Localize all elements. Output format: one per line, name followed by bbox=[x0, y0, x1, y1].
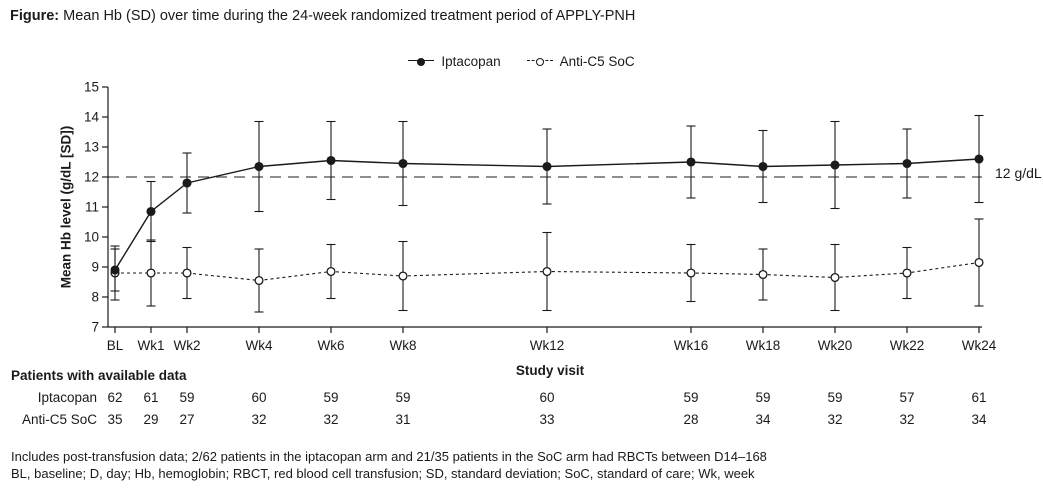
patients-count: 34 bbox=[971, 412, 987, 427]
y-tick-label: 7 bbox=[91, 320, 99, 335]
y-tick-label: 10 bbox=[84, 230, 99, 245]
figure-title-text: Mean Hb (SD) over time during the 24-wee… bbox=[63, 8, 636, 24]
series-line bbox=[115, 261, 980, 282]
filled-circle-data-point bbox=[902, 158, 912, 169]
patients-count: 61 bbox=[971, 390, 987, 405]
filled-circle-data-point bbox=[326, 155, 336, 166]
x-tick-label: Wk8 bbox=[390, 338, 417, 353]
patients-count: 59 bbox=[179, 390, 195, 405]
x-tick-label: Wk6 bbox=[318, 338, 345, 353]
plot-area: 7 8 9 10 11 12 13 14 15 BL Wk1 Wk2 Wk4 Wk6 Wk8 Wk12 Wk16… bbox=[84, 80, 997, 354]
y-tick-label: 15 bbox=[84, 80, 99, 95]
chart-legend: Iptacopan Anti-C5 SoC bbox=[0, 54, 1043, 69]
y-tick-label: 12 bbox=[84, 170, 99, 185]
series-iptacopan bbox=[110, 114, 984, 292]
x-tick-label: Wk12 bbox=[530, 338, 565, 353]
filled-circle-data-point bbox=[254, 161, 264, 172]
patients-table-title: Patients with available data bbox=[11, 368, 187, 383]
patients-count: 35 bbox=[107, 412, 123, 427]
patients-count: 60 bbox=[539, 390, 555, 405]
y-tick-label: 14 bbox=[84, 110, 100, 125]
open-circle-data-point bbox=[254, 275, 264, 286]
filled-circle-data-point bbox=[974, 154, 984, 164]
x-axis-title: Study visit bbox=[515, 363, 585, 378]
open-circle-data-point bbox=[542, 266, 552, 277]
patients-count: 59 bbox=[395, 390, 411, 405]
filled-circle-data-point bbox=[686, 157, 696, 167]
filled-circle-data-point bbox=[146, 206, 156, 217]
y-tick-label: 11 bbox=[85, 200, 99, 215]
y-tick-label: 9 bbox=[91, 260, 99, 275]
legend-item-iptacopan: Iptacopan bbox=[408, 54, 501, 69]
x-tick-label: Wk2 bbox=[174, 338, 201, 353]
y-tick-label: 8 bbox=[91, 290, 99, 305]
series-anti-c5-soc bbox=[110, 218, 984, 313]
open-circle-data-point bbox=[686, 268, 696, 278]
filled-circle-data-point bbox=[830, 160, 840, 170]
patients-count: 57 bbox=[899, 390, 915, 405]
figure-title: Figure: Mean Hb (SD) over time during the… bbox=[10, 8, 635, 24]
x-tick-label: Wk22 bbox=[890, 338, 925, 353]
patients-count: 32 bbox=[899, 412, 915, 427]
x-tick-label: Wk24 bbox=[962, 338, 997, 353]
patients-count: 59 bbox=[827, 390, 843, 405]
patients-count: 27 bbox=[179, 412, 195, 427]
open-circle-data-point bbox=[974, 257, 984, 268]
open-circle-data-point bbox=[182, 268, 192, 278]
filled-circle-data-point bbox=[110, 265, 120, 275]
x-tick-label: Wk18 bbox=[746, 338, 781, 353]
filled-circle-marker-icon bbox=[408, 55, 435, 68]
patients-count: 60 bbox=[251, 390, 267, 405]
open-circle-data-point bbox=[830, 272, 840, 283]
open-circle-data-point bbox=[902, 268, 912, 278]
legend-label-iptacopan: Iptacopan bbox=[441, 54, 501, 69]
open-dot-icon bbox=[535, 57, 544, 66]
patients-row-label-iptacopan: Iptacopan bbox=[37, 390, 97, 405]
filled-circle-data-point bbox=[542, 161, 552, 172]
patients-count: 62 bbox=[107, 390, 123, 405]
patients-count: 34 bbox=[755, 412, 771, 427]
patients-count: 59 bbox=[323, 390, 339, 405]
open-circle-data-point bbox=[326, 266, 336, 277]
open-circle-data-point bbox=[398, 271, 408, 281]
x-tick-label: Wk16 bbox=[674, 338, 709, 353]
patients-count: 28 bbox=[683, 412, 699, 427]
filled-circle-data-point bbox=[758, 161, 768, 172]
open-circle-data-point bbox=[146, 268, 156, 278]
patients-count: 32 bbox=[323, 412, 339, 427]
patients-count: 32 bbox=[827, 412, 843, 427]
filled-dot-icon bbox=[417, 57, 426, 66]
series-line bbox=[114, 158, 980, 271]
patients-count: 32 bbox=[251, 412, 267, 427]
threshold-label: 12 g/dL bbox=[995, 165, 1042, 181]
x-tick-label: Wk20 bbox=[818, 338, 853, 353]
patients-count: 31 bbox=[395, 412, 411, 427]
x-tick-label: Wk4 bbox=[246, 338, 273, 353]
open-circle-marker-icon bbox=[526, 55, 553, 68]
axes bbox=[102, 86, 982, 333]
filled-circle-data-point bbox=[182, 178, 192, 188]
x-tick-label: Wk1 bbox=[138, 338, 165, 353]
open-circle-data-point bbox=[758, 269, 768, 280]
patients-count: 33 bbox=[539, 412, 555, 427]
footnote-line-2: BL, baseline; D, day; Hb, hemoglobin; RB… bbox=[11, 466, 755, 481]
footnote-line-1: Includes post-transfusion data; 2/62 pat… bbox=[11, 449, 767, 464]
figure-title-label: Figure: bbox=[10, 8, 60, 24]
patients-count: 59 bbox=[755, 390, 771, 405]
x-tick-label: BL bbox=[107, 338, 124, 353]
legend-item-anti-c5-soc: Anti-C5 SoC bbox=[526, 54, 635, 69]
patients-count: 59 bbox=[683, 390, 699, 405]
patients-row-label-anti-c5-soc: Anti-C5 SoC bbox=[21, 412, 97, 427]
patients-count: 29 bbox=[143, 412, 159, 427]
legend-label-anti-c5-soc: Anti-C5 SoC bbox=[559, 54, 635, 69]
y-tick-label: 13 bbox=[84, 140, 99, 155]
filled-circle-data-point bbox=[398, 158, 408, 169]
patients-count: 61 bbox=[143, 390, 159, 405]
